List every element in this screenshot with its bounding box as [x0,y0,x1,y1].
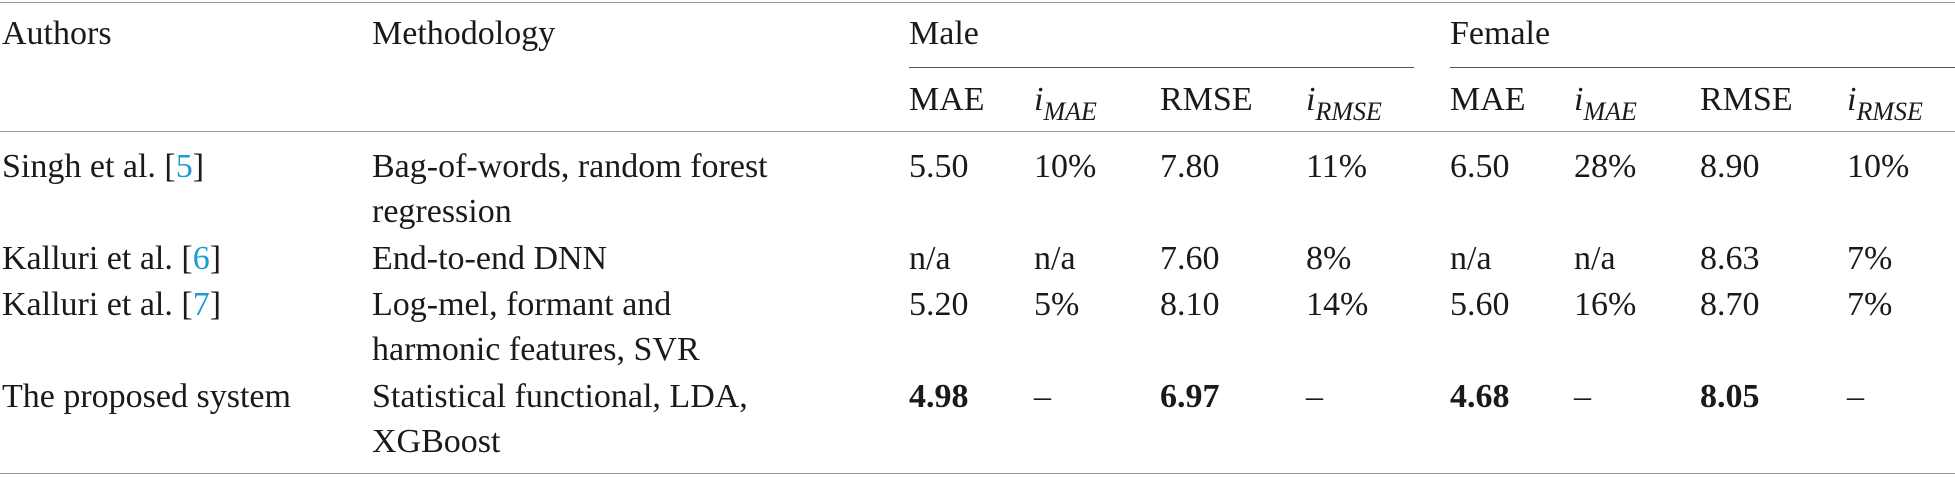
i-symbol: i [1847,81,1857,118]
i-symbol: i [1306,81,1316,118]
subscript-rmse: RMSE [1315,97,1382,126]
citation-link[interactable]: 6 [192,240,210,277]
female-mae-value: 4.68 [1450,378,1510,415]
author-bracket: ] [209,286,222,323]
male-mae-value: 5.50 [909,148,969,185]
male-rmse-value: 8.10 [1160,286,1220,323]
female-rmse-value: 8.63 [1700,240,1760,277]
female-imae-value: 16% [1574,286,1637,323]
author-cell: Singh et al. [5] [2,145,204,189]
methodology-line: End-to-end DNN [372,240,608,277]
female-rmse-value: 8.90 [1700,148,1760,185]
male-imae-value: – [1034,378,1051,415]
top-rule [0,2,1955,3]
methodology-line: Bag-of-words, random forest [372,148,768,185]
author-cell: Kalluri et al. [6] [2,237,221,281]
author-text: Singh et al. [ [2,148,176,185]
male-imae-value: 5% [1034,286,1080,323]
header-female-imae: iMAE [1574,78,1637,134]
header-female-irmse: iRMSE [1847,78,1923,134]
author-text: The proposed system [2,378,291,415]
female-imae-value: n/a [1574,240,1616,277]
male-irmse-value: 14% [1306,286,1369,323]
male-irmse-value: – [1306,378,1323,415]
subscript-mae: MAE [1043,97,1097,126]
male-imae-value: 10% [1034,148,1097,185]
female-irmse-value: 7% [1847,286,1893,323]
author-text: Kalluri et al. [ [2,240,193,277]
header-female-rmse: RMSE [1700,81,1793,118]
female-irmse-value: – [1847,378,1864,415]
male-mae-value: 5.20 [909,286,969,323]
header-male: Male [909,15,979,52]
header-methodology: Methodology [372,15,556,52]
header-male-mae: MAE [909,81,985,118]
header-male-rmse: RMSE [1160,81,1253,118]
female-imae-value: – [1574,378,1591,415]
header-male-irmse: iRMSE [1306,78,1382,134]
male-irmse-value: 8% [1306,240,1352,277]
header-female-mae: MAE [1450,81,1526,118]
header-authors: Authors [2,15,112,52]
male-rmse-value: 7.60 [1160,240,1220,277]
female-imae-value: 28% [1574,148,1637,185]
female-irmse-value: 10% [1847,148,1910,185]
female-mae-value: 6.50 [1450,148,1510,185]
citation-link[interactable]: 5 [175,148,193,185]
author-cell: The proposed system [2,375,291,419]
male-rmse-value: 7.80 [1160,148,1220,185]
female-mae-value: 5.60 [1450,286,1510,323]
author-bracket: ] [192,148,205,185]
female-mae-value: n/a [1450,240,1492,277]
i-symbol: i [1574,81,1584,118]
male-rmse-value: 6.97 [1160,378,1220,415]
i-symbol: i [1034,81,1044,118]
author-bracket: ] [209,240,222,277]
female-group-rule [1450,67,1955,68]
male-group-rule [909,67,1414,68]
female-rmse-value: 8.05 [1700,378,1760,415]
male-irmse-value: 11% [1306,148,1368,185]
methodology-line: XGBoost [372,423,501,460]
female-rmse-value: 8.70 [1700,286,1760,323]
header-male-imae: iMAE [1034,78,1097,134]
male-mae-value: 4.98 [909,378,969,415]
methodology-line: regression [372,193,512,230]
female-irmse-value: 7% [1847,240,1893,277]
methodology-line: harmonic features, SVR [372,331,700,368]
subscript-mae: MAE [1583,97,1637,126]
citation-link[interactable]: 7 [192,286,210,323]
methodology-line: Log-mel, formant and [372,286,672,323]
author-cell: Kalluri et al. [7] [2,283,221,327]
author-text: Kalluri et al. [ [2,286,193,323]
header-rule [0,131,1955,132]
header-female: Female [1450,15,1551,52]
bottom-rule [0,473,1955,474]
male-mae-value: n/a [909,240,951,277]
methodology-line: Statistical functional, LDA, [372,378,748,415]
male-imae-value: n/a [1034,240,1076,277]
subscript-rmse: RMSE [1856,97,1923,126]
